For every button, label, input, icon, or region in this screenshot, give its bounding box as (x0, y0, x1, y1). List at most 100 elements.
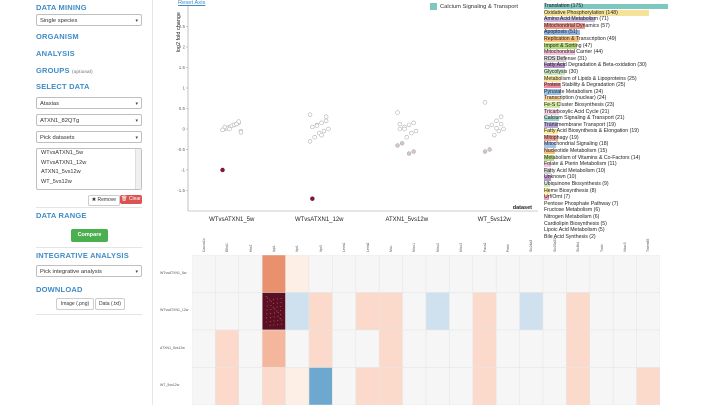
heatmap-cell[interactable] (472, 367, 497, 405)
heatmap-cell[interactable] (542, 329, 567, 368)
heatmap-cell[interactable] (261, 329, 286, 368)
pathway-item[interactable]: Nucleotide Metabolism (15) (544, 148, 668, 155)
heatmap-cell[interactable] (449, 367, 474, 405)
data-point[interactable] (220, 127, 225, 133)
data-point[interactable] (496, 128, 502, 134)
pathway-item[interactable]: Fe-S Cluster Biosynthesis (23) (544, 102, 668, 109)
heatmap-cell[interactable] (542, 367, 567, 405)
pathway-item[interactable]: Cardiolipin Biosynthesis (5) (544, 221, 668, 228)
heatmap-cell[interactable] (355, 255, 380, 293)
heatmap-cell[interactable] (519, 329, 544, 368)
data-point[interactable] (319, 132, 324, 138)
data-point[interactable] (482, 100, 488, 105)
heatmap-cell[interactable] (449, 255, 474, 293)
pathway-item[interactable]: Folate & Pterin Metabolism (11) (544, 161, 668, 168)
heatmap-cell[interactable] (238, 367, 263, 405)
heatmap-cell[interactable] (402, 329, 427, 368)
heatmap-cell[interactable] (378, 255, 403, 293)
heatmap-cell[interactable] (636, 292, 660, 331)
heatmap-cell[interactable] (238, 329, 263, 368)
download-data-button[interactable]: Data (.txt) (95, 298, 125, 310)
data-point[interactable] (413, 128, 419, 134)
list-item[interactable]: WTvsATXN1_12w (41, 159, 87, 166)
heatmap-cell[interactable] (261, 255, 286, 293)
data-point[interactable] (494, 125, 499, 131)
pathway-item[interactable]: Unknown (10) (544, 174, 668, 181)
data-point[interactable] (395, 110, 400, 115)
pathway-item[interactable]: Bile Acid Synthesis (2) (544, 234, 668, 241)
datasets-list[interactable]: WTvsATXN1_5w WTvsATXN1_12w ATXN1_5vs12w … (36, 148, 142, 190)
heatmap-cell[interactable] (449, 329, 474, 368)
heatmap-cell[interactable] (636, 255, 660, 293)
pathway-item[interactable]: Fatty Acid Metabolism (10) (544, 168, 668, 175)
data-point[interactable] (494, 118, 499, 124)
data-point[interactable] (222, 124, 228, 130)
data-point[interactable] (411, 149, 416, 154)
heatmap-cell[interactable] (261, 367, 286, 405)
data-point[interactable] (321, 128, 327, 134)
organism-heading[interactable]: ORGANISM (36, 32, 79, 41)
heatmap-cell[interactable] (612, 329, 637, 368)
data-point[interactable] (498, 114, 504, 119)
heatmap-cell[interactable] (192, 255, 216, 293)
data-point[interactable] (395, 143, 400, 148)
heatmap-cell[interactable] (308, 367, 333, 405)
heatmap-cell[interactable] (378, 367, 403, 405)
heatmap-cell[interactable] (308, 292, 333, 331)
heatmap-cell[interactable] (261, 292, 286, 331)
data-point[interactable] (409, 130, 414, 136)
heatmap-cell[interactable] (332, 367, 357, 405)
heatmap-cell[interactable] (402, 367, 427, 405)
pathway-item[interactable]: Protein Stability & Degradation (25) (544, 82, 668, 89)
list-item[interactable]: WTvsATXN1_5w (41, 150, 84, 156)
heatmap-cell[interactable] (472, 329, 497, 368)
pathway-item[interactable]: Fatty Acid Biosynthesis & Elongation (19… (544, 128, 668, 135)
mining-select[interactable]: Single species ▾ (36, 14, 142, 26)
heatmap-cell[interactable] (402, 292, 427, 331)
pathway-item[interactable]: ROS Defense (31) (544, 56, 668, 63)
heatmap-cell[interactable] (285, 292, 310, 331)
heatmap-cell[interactable] (495, 255, 520, 293)
data-point[interactable] (487, 147, 492, 152)
data-point[interactable] (310, 196, 315, 201)
pathway-item[interactable]: Apoptosis (51) (544, 29, 668, 36)
pathway-item[interactable]: Translation (175) (544, 3, 668, 10)
pathway-item[interactable]: Replication & Transcription (49) (544, 36, 668, 43)
data-point[interactable] (482, 149, 488, 154)
data-point[interactable] (220, 167, 225, 173)
data-point[interactable] (406, 151, 412, 156)
pathway-item[interactable]: Mitochondrial Dynamics (57) (544, 23, 668, 30)
heatmap-cell[interactable] (589, 329, 614, 368)
pathway-item[interactable]: Amino Acid Metabolism (71) (544, 16, 668, 23)
pathway-item[interactable]: Transmembrane Transport (19) (544, 122, 668, 129)
heatmap-cell[interactable] (519, 367, 544, 405)
model-select[interactable]: ATXN1_82QTg ▾ (36, 114, 142, 126)
data-point[interactable] (397, 121, 403, 127)
heatmap[interactable] (192, 255, 660, 405)
heatmap-cell[interactable] (636, 329, 660, 368)
pathway-item[interactable]: Pentose Phosphate Pathway (7) (544, 201, 668, 208)
heatmap-cell[interactable] (425, 329, 450, 368)
clear-button[interactable]: 🗑 Clear (120, 195, 142, 204)
data-point[interactable] (485, 124, 490, 130)
data-point[interactable] (492, 132, 497, 138)
heatmap-cell[interactable] (285, 367, 310, 405)
data-point[interactable] (411, 120, 416, 126)
pathway-item[interactable]: Ubiquinone Biosynthesis (9) (544, 181, 668, 188)
data-point[interactable] (323, 118, 329, 124)
pathway-item[interactable]: Oxidative Phosphorylation (148) (544, 10, 668, 17)
heatmap-cell[interactable] (215, 292, 240, 331)
heatmap-cell[interactable] (472, 255, 497, 293)
pathway-item[interactable]: Heme Biosynthesis (8) (544, 188, 668, 195)
heatmap-cell[interactable] (308, 255, 333, 293)
heatmap-cell[interactable] (332, 292, 357, 331)
heatmap-cell[interactable] (215, 329, 240, 368)
heatmap-cell[interactable] (378, 292, 403, 331)
heatmap-cell[interactable] (355, 367, 380, 405)
data-point[interactable] (404, 135, 409, 140)
pathway-item[interactable]: Fatty Acid Degradation & Beta-oxidation … (544, 62, 668, 69)
list-item[interactable]: WT_5vs12w (41, 178, 72, 185)
heatmap-cell[interactable] (589, 255, 614, 293)
pathway-item[interactable]: Urf/Omt (7) (544, 194, 668, 201)
pathway-item[interactable]: Metabolism of Lipids & Lipoproteins (25) (544, 76, 668, 83)
